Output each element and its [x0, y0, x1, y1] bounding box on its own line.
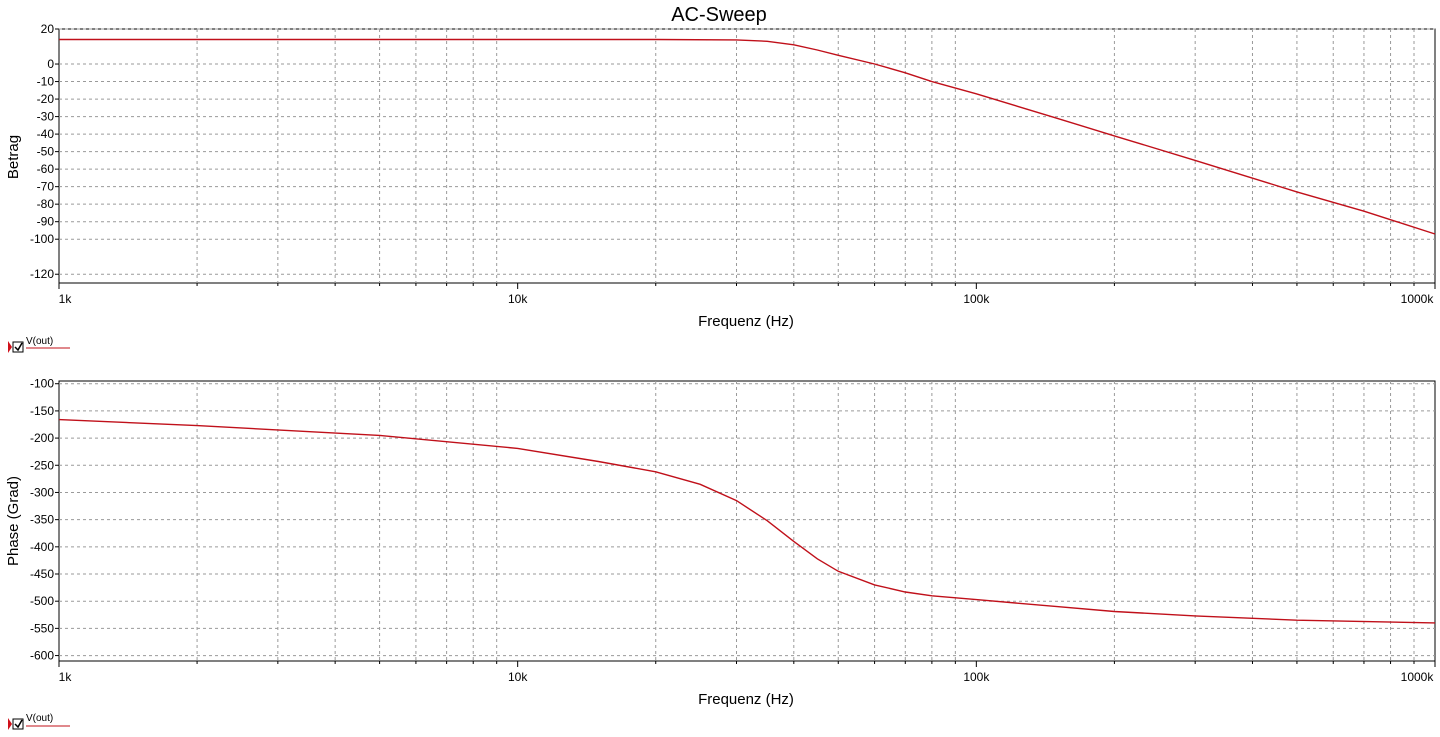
phase-x-axis-label: Frequenz (Hz): [698, 691, 794, 708]
y-tick-label: -200: [30, 431, 54, 445]
x-tick-label: 100k: [963, 292, 990, 306]
y-tick-label: -400: [30, 540, 54, 554]
series-line-v-out: [58, 418, 1436, 624]
x-tick-label: 1000k: [1401, 670, 1435, 684]
plot-area: [58, 380, 1436, 662]
y-tick-label: -250: [30, 458, 54, 472]
y-tick-label: -70: [37, 180, 55, 194]
y-tick-label: -90: [37, 215, 55, 229]
legend-checkbox[interactable]: [12, 341, 24, 353]
phase-panel: 1k 10k 100k 1000k -100 -150 -200 -250 -300 -350 -4…: [30, 377, 1436, 684]
y-tick-label: -120: [30, 267, 54, 281]
y-tick-label: 20: [41, 22, 55, 36]
y-tick-label: -30: [37, 110, 55, 124]
magnitude-panel: 1k 10k 100k 1000k 20 0 -10 -20 -30 -40 -50 -60 -70 -8…: [30, 22, 1436, 306]
y-tick-label: -50: [37, 145, 55, 159]
legend-marker-icon: [8, 341, 12, 353]
legend-label: V(out): [26, 713, 53, 724]
x-tick-label: 10k: [508, 670, 528, 684]
y-tick-label: -20: [37, 92, 55, 106]
y-tick-label: -450: [30, 567, 54, 581]
phase-legend: V(out): [8, 713, 70, 730]
y-tick-label: -40: [37, 127, 55, 141]
y-tick-label: -150: [30, 404, 54, 418]
y-tick-label: -500: [30, 594, 54, 608]
y-tick-label: 0: [47, 57, 54, 71]
y-tick-label: -100: [30, 232, 54, 246]
y-tick-label: -300: [30, 485, 54, 499]
y-tick-label: -100: [30, 377, 54, 391]
magnitude-legend: V(out): [8, 336, 70, 353]
phase-y-axis-label: Phase (Grad): [5, 476, 22, 566]
magnitude-y-axis-label: Betrag: [5, 135, 22, 179]
plot-area: [58, 28, 1436, 284]
y-tick-label: -80: [37, 197, 55, 211]
series-line-v-out: [59, 38, 1436, 235]
y-tick-label: -550: [30, 621, 54, 635]
check-icon: [14, 342, 23, 352]
magnitude-x-axis-label: Frequenz (Hz): [698, 313, 794, 330]
chart-title: AC-Sweep: [671, 4, 767, 26]
legend-label: V(out): [26, 336, 53, 347]
x-tick-label: 1k: [59, 670, 73, 684]
y-tick-label: -10: [37, 75, 55, 89]
legend-marker-icon: [8, 718, 12, 730]
y-tick-label: -600: [30, 649, 54, 663]
x-tick-label: 1k: [59, 292, 73, 306]
legend-checkbox[interactable]: [12, 718, 24, 730]
y-tick-label: -350: [30, 513, 54, 527]
check-icon: [14, 719, 23, 729]
y-tick-label: -60: [37, 162, 55, 176]
x-tick-label: 10k: [508, 292, 528, 306]
x-tick-label: 1000k: [1401, 292, 1435, 306]
x-tick-label: 100k: [963, 670, 990, 684]
